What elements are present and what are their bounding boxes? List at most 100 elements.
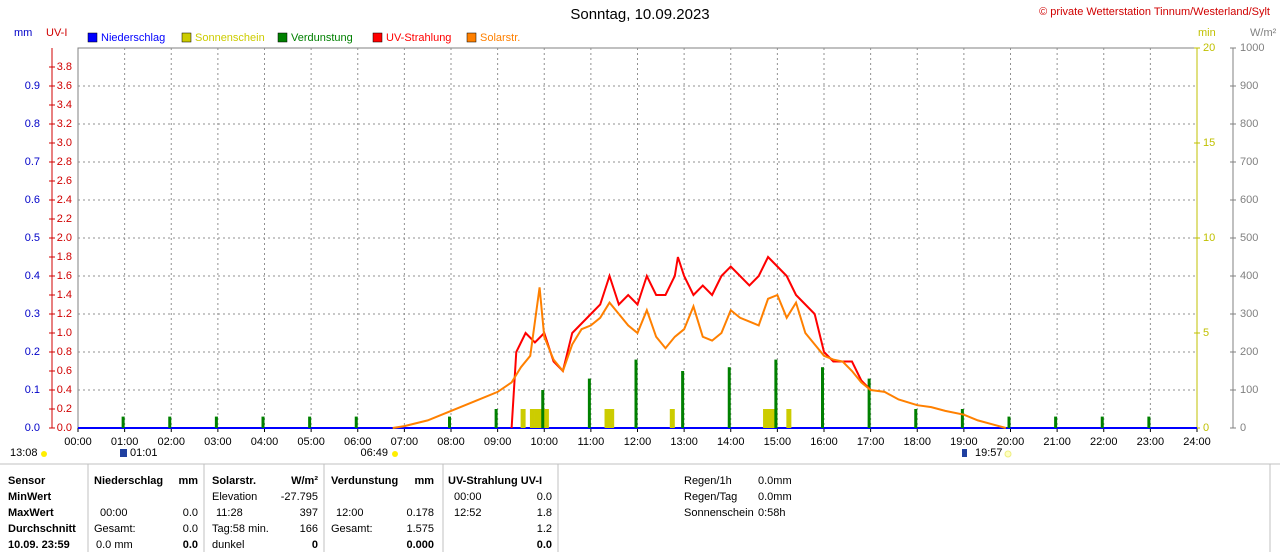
table-cell: mm [178,475,198,487]
x-tick-label: 06:00 [344,436,372,448]
moon-icon [962,449,967,457]
x-tick-label: 16:00 [810,436,838,448]
bar [494,409,498,428]
y-tick-label: 400 [1240,270,1258,282]
y-tick-label: 2.2 [57,213,72,225]
table-cell: 1.575 [406,523,434,535]
y-tick-label: 0 [1240,422,1246,434]
table-cell: 12:52 [454,507,482,519]
table-cell: 1.2 [537,523,552,535]
sun-icon [392,451,398,457]
sun-time: 13:08 [10,447,38,459]
bar [534,409,540,428]
table-cell: 12:00 [336,507,364,519]
legend-label: Niederschlag [101,32,165,44]
legend-label: UV-Strahlung [386,32,451,44]
y-tick-label: 300 [1240,308,1258,320]
bar [354,416,358,428]
bar [960,409,964,428]
table-cell: Verdunstung [331,475,398,487]
legend-swatch [372,32,383,43]
y-tick-label: 3.6 [57,80,72,92]
y-tick-label: 800 [1240,118,1258,130]
table-cell: 397 [300,507,318,519]
table-cell: 0.0 [183,523,198,535]
table-cell: MinWert [8,491,52,503]
x-tick-label: 19:00 [950,436,978,448]
y-tick-label: 0.0 [57,422,72,434]
y-tick-label: 1.2 [57,308,72,320]
x-tick-label: 18:00 [903,436,931,448]
credit: © private Wetterstation Tinnum/Westerlan… [1039,6,1270,18]
bar [786,409,792,428]
x-tick-label: 15:00 [764,436,792,448]
y-tick-label: 0.8 [25,118,40,130]
y-tick-label: 1.0 [57,327,72,339]
y-tick-label: 2.6 [57,175,72,187]
y-tick-label: 600 [1240,194,1258,206]
bar [1054,416,1058,428]
x-tick-label: 04:00 [251,436,279,448]
table-cell: 0.0 [183,539,198,551]
table-cell: Sonnenschein [684,507,754,519]
table-cell: Gesamt: [331,523,373,535]
y-tick-label: 0.8 [57,346,72,358]
y-tick-label: 200 [1240,346,1258,358]
x-tick-label: 13:00 [670,436,698,448]
table-cell: Niederschlag [94,475,163,487]
table-cell: UV-Strahlung UV-I [448,475,542,487]
bar [609,409,615,428]
table-cell: 0.0 mm [96,539,133,551]
y-tick-label: 0.2 [57,403,72,415]
x-tick-label: 20:00 [997,436,1025,448]
y-tick-label: 1000 [1240,42,1264,54]
table-cell: W/m² [291,475,318,487]
y-tick-label: 2.8 [57,156,72,168]
bar [763,409,769,428]
bar [634,359,638,428]
table-cell: Tag:58 min. [212,523,269,535]
y-tick-label: 3.0 [57,137,72,149]
x-tick-label: 09:00 [484,436,512,448]
y-tick-label: 100 [1240,384,1258,396]
bar [1007,416,1011,428]
bar [914,409,918,428]
bar [121,416,125,428]
bar [681,371,685,428]
table-cell: Regen/1h [684,475,732,487]
table-cell: MaxWert [8,507,54,519]
x-tick-label: 00:00 [64,436,92,448]
table-cell: Solarstr. [212,475,256,487]
y-tick-label: 20 [1203,42,1215,54]
bar [529,409,535,428]
y-tick-label: 10 [1203,232,1215,244]
legend-swatch [466,32,477,43]
bar [168,416,172,428]
y-tick-label: 15 [1203,137,1215,149]
table-lines [87,464,1271,552]
y-tick-label: 0.2 [25,346,40,358]
axis-unit: mm [14,27,32,39]
axis-unit: UV-I [46,27,67,39]
y-tick-label: 0.6 [57,365,72,377]
x-tick-label: 10:00 [530,436,558,448]
table-cell: Regen/Tag [684,491,737,503]
y-tick-label: 3.8 [57,61,72,73]
bar [543,409,549,428]
x-tick-label: 07:00 [391,436,419,448]
y-tick-label: 3.2 [57,118,72,130]
bar [448,416,451,428]
table-cell: Elevation [212,491,257,503]
y-tick-label: 1.8 [57,251,72,263]
y-tick-label: 1.6 [57,270,72,282]
y-tick-label: 5 [1203,327,1209,339]
series-line [392,287,1007,429]
bar [308,416,312,428]
bar [867,378,871,428]
x-tick-label: 14:00 [717,436,745,448]
y-tick-label: 0 [1203,422,1209,434]
y-tick-label: 0.4 [25,270,40,282]
y-tick-label: 0.9 [25,80,40,92]
bar [541,390,545,428]
